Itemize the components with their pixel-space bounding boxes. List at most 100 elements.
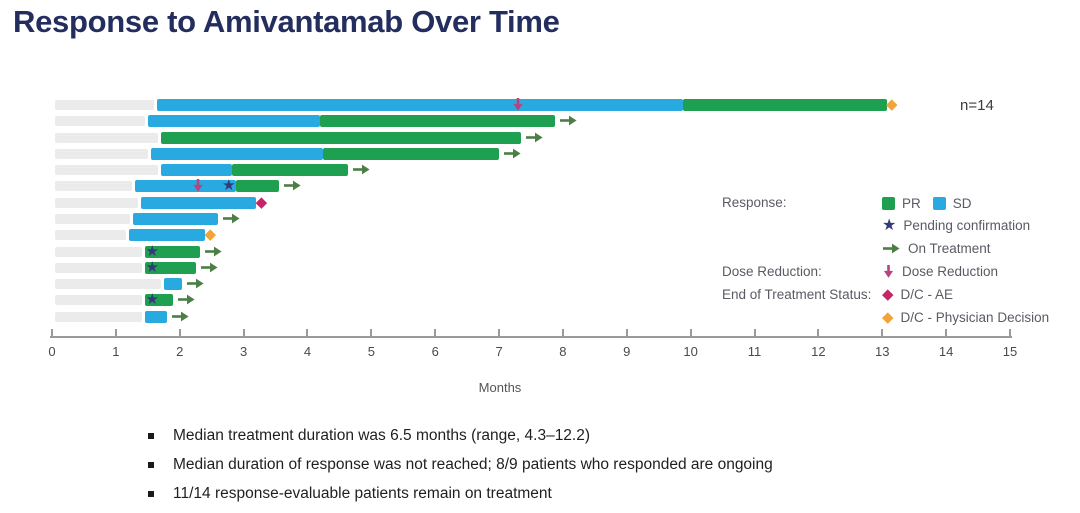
dc-physician-diamond-icon: ◆ bbox=[885, 96, 898, 113]
patient-row bbox=[0, 147, 1080, 160]
footnote-text: Median duration of response was not reac… bbox=[173, 456, 773, 473]
lead-bar bbox=[55, 197, 139, 208]
dc-ae-diamond-icon: ◆ bbox=[255, 193, 268, 211]
patient-row: ◆ bbox=[0, 96, 1080, 113]
axis-tick bbox=[753, 329, 756, 336]
axis-tick bbox=[498, 329, 501, 336]
patient-row bbox=[0, 310, 1080, 323]
axis-tick-label: 13 bbox=[875, 344, 890, 359]
legend-item-label: On Treatment bbox=[908, 241, 991, 257]
on-treatment-arrow-icon bbox=[201, 262, 218, 273]
legend-items: Dose Reduction bbox=[882, 261, 998, 283]
bar-segment-sd bbox=[160, 164, 233, 177]
diamond-icon: ◆ bbox=[882, 285, 894, 303]
patient-row bbox=[0, 212, 1080, 225]
legend-item: On Treatment bbox=[882, 241, 991, 256]
legend-item: ★ Pending confirmation bbox=[882, 216, 1031, 234]
bar-segment-pr bbox=[144, 294, 174, 307]
dose-reduction-arrow-icon bbox=[193, 179, 203, 193]
bar-segment-sd bbox=[141, 196, 257, 209]
axis-tick bbox=[945, 329, 948, 336]
patient-row: ★ bbox=[0, 244, 1080, 259]
legend-item: Dose Reduction bbox=[882, 264, 998, 279]
diamond-icon: ◆ bbox=[882, 308, 894, 326]
patient-row: ★ bbox=[0, 291, 1080, 309]
axis-tick-label: 14 bbox=[938, 344, 954, 359]
axis-tick bbox=[1009, 329, 1011, 336]
patient-row: ★ bbox=[0, 260, 1080, 275]
dose-reduction-arrow-icon bbox=[513, 98, 523, 111]
patient-row bbox=[0, 131, 1080, 144]
legend-item: ◆ D/C - Physician Decision bbox=[882, 308, 1050, 326]
bar-segment-pr bbox=[235, 180, 279, 193]
bar-segment-sd bbox=[150, 147, 324, 160]
on-treatment-arrow-icon bbox=[205, 246, 222, 256]
lead-bar bbox=[55, 213, 131, 224]
legend-row: ◆ D/C - Physician Decision bbox=[722, 307, 1080, 329]
on-treatment-arrow-icon bbox=[187, 278, 204, 289]
bar-segment-sd bbox=[163, 278, 183, 291]
legend-items: PR SD bbox=[882, 192, 972, 214]
bar-segment-sd bbox=[145, 310, 167, 323]
pending-confirmation-star-icon: ★ bbox=[222, 177, 236, 195]
lead-bar bbox=[55, 295, 142, 306]
legend-item-label: D/C - Physician Decision bbox=[900, 310, 1050, 325]
axis-tick bbox=[306, 329, 309, 336]
lead-bar bbox=[55, 116, 145, 127]
axis-tick bbox=[625, 329, 628, 336]
legend-item-label: D/C - AE bbox=[900, 287, 954, 303]
axis-tick-label: 1 bbox=[112, 344, 120, 359]
axis-tick bbox=[881, 329, 884, 336]
patient-row bbox=[0, 278, 1080, 291]
lead-bar bbox=[55, 311, 143, 322]
bar-segment-pr bbox=[323, 147, 500, 160]
axis-tick-label: 15 bbox=[1002, 344, 1018, 359]
legend-row: Response: PR SD bbox=[722, 192, 1080, 214]
patient-row: ◆ bbox=[0, 227, 1080, 242]
pending-confirmation-star-icon: ★ bbox=[145, 291, 159, 309]
axis-tick bbox=[242, 329, 245, 336]
legend-row: Dose Reduction: Dose Reduction bbox=[722, 261, 1080, 283]
on-treatment-arrow-icon bbox=[504, 148, 521, 159]
bar-segment-pr bbox=[144, 261, 197, 274]
axis-tick-label: 9 bbox=[623, 344, 631, 359]
lead-bar bbox=[55, 230, 126, 241]
legend-item-label: Pending confirmation bbox=[903, 218, 1031, 234]
legend-item-label: Dose Reduction bbox=[902, 264, 999, 280]
bar-segment-sd bbox=[135, 180, 236, 193]
axis-tick bbox=[51, 329, 53, 336]
legend-swatch-sd-icon bbox=[932, 196, 946, 210]
arrow-right-icon bbox=[883, 243, 900, 254]
legend-item: SD bbox=[932, 196, 972, 211]
axis-tick-label: 7 bbox=[495, 344, 503, 359]
axis-title: Months bbox=[478, 380, 522, 395]
axis-line bbox=[50, 336, 1012, 338]
axis-tick bbox=[114, 329, 117, 336]
on-treatment-arrow-icon bbox=[352, 164, 370, 175]
on-treatment-arrow-icon bbox=[526, 132, 544, 142]
axis-tick-label: 4 bbox=[303, 344, 312, 359]
axis-tick bbox=[689, 329, 692, 336]
star-icon: ★ bbox=[882, 216, 897, 234]
axis-tick bbox=[434, 329, 437, 336]
bar-segment-sd bbox=[133, 212, 219, 225]
legend-items: ◆ D/C - Physician Decision bbox=[882, 307, 1049, 329]
legend-item: ◆ D/C - AE bbox=[882, 285, 954, 303]
lead-bar bbox=[55, 181, 133, 192]
bar-segment-pr bbox=[320, 115, 556, 128]
bar-segment-sd bbox=[128, 229, 206, 242]
on-treatment-arrow-icon bbox=[283, 180, 301, 191]
legend-swatch-pr-icon bbox=[882, 196, 895, 210]
axis-tick bbox=[561, 329, 564, 336]
legend-row: On Treatment bbox=[722, 238, 1080, 260]
legend-item-label: PR bbox=[902, 195, 921, 211]
footnote-item: 11/14 response-evaluable patients remain… bbox=[148, 484, 773, 503]
footnote-item: Median duration of response was not reac… bbox=[148, 455, 773, 474]
bullet-icon bbox=[148, 433, 154, 439]
patient-row bbox=[0, 115, 1080, 128]
lead-bar bbox=[55, 132, 158, 143]
lead-bar bbox=[55, 165, 158, 176]
bullet-icon bbox=[148, 462, 154, 468]
